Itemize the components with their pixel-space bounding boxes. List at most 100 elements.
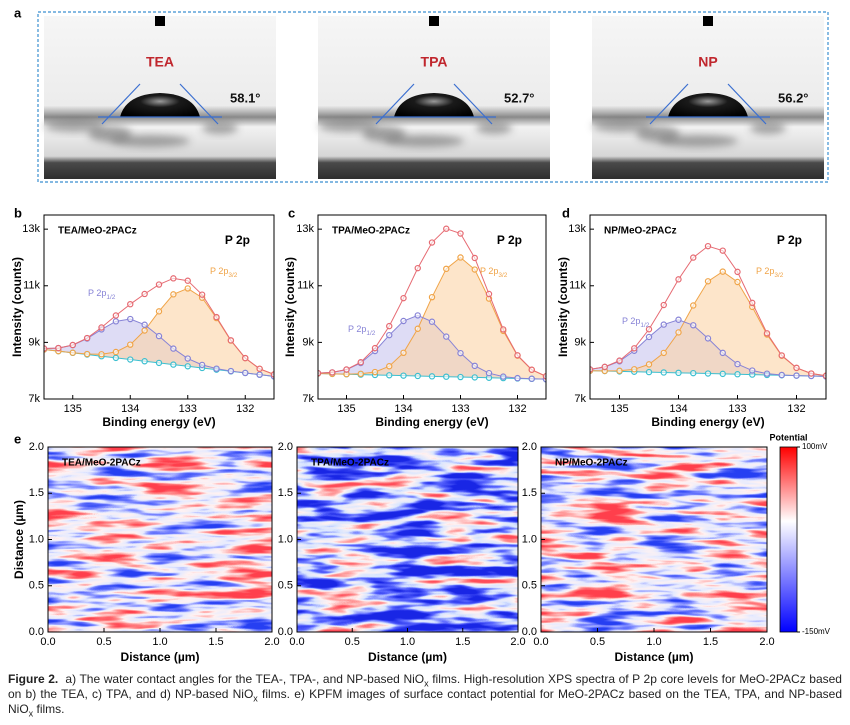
y-tick-label: 2.0 — [278, 441, 293, 453]
data-point — [170, 345, 177, 352]
y-tick-label: 0.0 — [522, 626, 537, 638]
data-point — [343, 366, 350, 373]
data-point — [414, 312, 421, 319]
caption-text: films. — [33, 702, 65, 716]
data-point — [83, 334, 91, 342]
panel-label: d — [562, 205, 570, 220]
peak-label: P 2p1/2 — [348, 324, 376, 336]
y-axis-title: Intensity (counts) — [10, 257, 24, 357]
data-point — [690, 322, 697, 329]
data-point — [675, 369, 682, 377]
x-tick-label: 135 — [64, 403, 82, 415]
data-point — [170, 361, 177, 368]
data-point — [443, 333, 450, 340]
data-point — [457, 254, 464, 261]
contact-angle: 56.2° — [778, 90, 809, 105]
x-tick-label: 134 — [394, 403, 412, 415]
data-point — [660, 349, 667, 357]
data-point — [793, 364, 800, 372]
y-tick-label: 11k — [23, 280, 40, 292]
data-point — [616, 357, 623, 364]
data-point — [675, 329, 682, 336]
plot-area — [318, 225, 546, 383]
data-point — [660, 321, 667, 328]
data-point — [256, 365, 263, 372]
y-tick-label: 7k — [574, 393, 586, 405]
data-point — [631, 345, 638, 352]
y-tick-label: 13k — [568, 223, 586, 235]
data-point — [457, 349, 464, 357]
component-area — [318, 257, 546, 380]
data-point — [141, 290, 148, 298]
sample-name: TPA — [421, 54, 448, 70]
data-point — [227, 367, 235, 375]
data-point — [400, 372, 407, 379]
data-point — [400, 317, 407, 325]
peak-subscript: 3/2 — [774, 272, 783, 279]
data-point — [112, 318, 120, 325]
peak-name: P 2p — [348, 324, 366, 334]
substrate-shade — [44, 120, 104, 132]
x-tick-label: 2.0 — [510, 636, 525, 648]
data-point — [227, 337, 235, 344]
contact-angle-photo: TPA 52.7° — [318, 16, 550, 179]
x-tick-label: 2.0 — [759, 636, 774, 648]
data-point — [471, 362, 478, 370]
data-point — [170, 291, 177, 298]
data-point — [198, 291, 206, 298]
sample-name: TEA — [146, 54, 174, 70]
y-tick-label: 1.5 — [29, 487, 44, 499]
substrate-shade — [110, 135, 190, 147]
plot-title: TEA/MeO-2PACz — [62, 458, 141, 469]
kpfm-map — [541, 447, 767, 632]
data-point — [778, 352, 785, 359]
y-tick-label: 0.5 — [278, 580, 293, 592]
data-point — [734, 268, 741, 276]
x-tick-label: 133 — [451, 403, 469, 415]
data-point — [141, 321, 148, 328]
data-point — [734, 278, 741, 286]
panel-a-frame — [37, 11, 829, 183]
data-point — [631, 366, 638, 373]
peak-subscript: 3/2 — [498, 272, 507, 279]
x-tick-label: 1.0 — [152, 636, 167, 648]
data-point — [386, 322, 393, 330]
y-axis-title: Intensity (counts) — [283, 257, 297, 357]
data-point — [371, 368, 379, 376]
data-point — [184, 355, 191, 362]
y-tick-label: 9k — [302, 336, 314, 348]
data-point — [719, 247, 726, 254]
plot-title: NP/MeO-2PACz — [555, 458, 628, 469]
data-point — [428, 293, 436, 301]
data-point — [127, 341, 134, 348]
substrate-shade — [592, 120, 652, 132]
y-tick-label: 0.5 — [522, 580, 537, 592]
data-point — [808, 370, 815, 377]
peak-subscript: 1/2 — [366, 330, 375, 337]
data-point — [141, 327, 148, 334]
peak-name: P 2p — [88, 288, 106, 298]
data-point — [471, 254, 478, 262]
data-point — [242, 354, 249, 362]
contact-angle-photo: TEA 58.1° — [44, 16, 276, 179]
data-point — [660, 301, 667, 309]
substrate-shade — [476, 122, 512, 134]
data-point — [719, 370, 726, 378]
plot-frame — [589, 214, 827, 400]
data-point — [690, 369, 697, 377]
x-tick-label: 134 — [669, 403, 687, 415]
data-point — [500, 326, 507, 333]
data-point — [749, 367, 756, 374]
plot-title: TPA/MeO-2PACz — [311, 458, 389, 469]
data-point — [645, 361, 653, 368]
y-axis-title: Intensity (counts) — [556, 257, 570, 357]
data-point — [414, 372, 421, 380]
y-tick-label: 9k — [28, 336, 40, 348]
data-point — [675, 316, 682, 323]
data-point — [704, 335, 712, 342]
data-point — [514, 352, 521, 359]
colorbar — [779, 446, 798, 633]
substrate-shade — [750, 122, 786, 134]
tangent — [375, 83, 415, 125]
